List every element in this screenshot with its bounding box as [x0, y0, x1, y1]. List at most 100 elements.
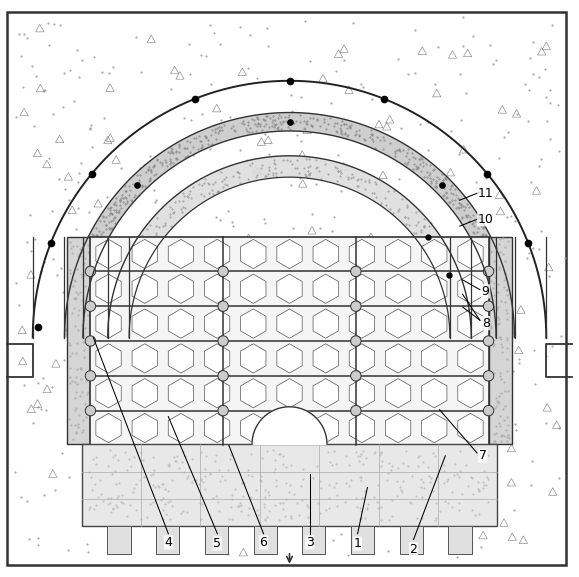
Polygon shape — [96, 413, 121, 443]
Polygon shape — [168, 239, 193, 269]
Text: 2: 2 — [409, 543, 417, 556]
Polygon shape — [349, 274, 375, 304]
Polygon shape — [349, 379, 375, 408]
Circle shape — [483, 266, 494, 276]
Text: 7: 7 — [479, 449, 487, 462]
Polygon shape — [458, 344, 483, 373]
Polygon shape — [313, 379, 338, 408]
Polygon shape — [204, 344, 230, 373]
Circle shape — [351, 406, 361, 416]
Circle shape — [351, 266, 361, 276]
Circle shape — [351, 336, 361, 346]
Polygon shape — [422, 309, 447, 338]
Polygon shape — [277, 274, 302, 304]
Polygon shape — [241, 379, 266, 408]
Polygon shape — [96, 379, 121, 408]
Polygon shape — [313, 274, 338, 304]
Polygon shape — [132, 379, 157, 408]
Bar — [254, 526, 277, 554]
Polygon shape — [168, 379, 193, 408]
Polygon shape — [349, 413, 375, 443]
Polygon shape — [132, 274, 157, 304]
Bar — [302, 526, 325, 554]
Polygon shape — [313, 239, 338, 269]
Polygon shape — [132, 413, 157, 443]
Bar — [67, 237, 90, 444]
Polygon shape — [96, 344, 121, 373]
Polygon shape — [241, 344, 266, 373]
Polygon shape — [96, 309, 121, 338]
Bar — [90, 237, 489, 445]
Bar — [82, 444, 497, 526]
Polygon shape — [204, 239, 230, 269]
Polygon shape — [108, 156, 471, 338]
Polygon shape — [386, 344, 411, 373]
Polygon shape — [241, 413, 266, 443]
Polygon shape — [168, 309, 193, 338]
Text: 6: 6 — [259, 536, 267, 549]
Circle shape — [218, 406, 228, 416]
Polygon shape — [168, 274, 193, 304]
Polygon shape — [422, 413, 447, 443]
Circle shape — [218, 301, 228, 312]
Polygon shape — [349, 239, 375, 269]
Polygon shape — [241, 274, 266, 304]
Circle shape — [483, 336, 494, 346]
Text: 10: 10 — [478, 213, 494, 226]
Polygon shape — [458, 239, 483, 269]
Text: 4: 4 — [164, 536, 173, 549]
Polygon shape — [386, 274, 411, 304]
Bar — [108, 526, 130, 554]
Polygon shape — [349, 309, 375, 338]
Polygon shape — [252, 407, 327, 444]
Polygon shape — [132, 239, 157, 269]
Polygon shape — [277, 309, 302, 338]
Bar — [351, 526, 374, 554]
Polygon shape — [96, 239, 121, 269]
Circle shape — [85, 266, 96, 276]
Polygon shape — [458, 274, 483, 304]
Polygon shape — [277, 413, 302, 443]
Polygon shape — [168, 413, 193, 443]
Circle shape — [218, 370, 228, 381]
Polygon shape — [313, 344, 338, 373]
Bar — [489, 237, 512, 444]
Polygon shape — [204, 274, 230, 304]
Text: 8: 8 — [482, 317, 490, 329]
Circle shape — [351, 301, 361, 312]
Polygon shape — [386, 309, 411, 338]
Text: 11: 11 — [478, 187, 493, 200]
Polygon shape — [96, 274, 121, 304]
Polygon shape — [132, 344, 157, 373]
Polygon shape — [422, 344, 447, 373]
Circle shape — [85, 336, 96, 346]
Circle shape — [483, 370, 494, 381]
Polygon shape — [168, 344, 193, 373]
Polygon shape — [204, 413, 230, 443]
Text: 1: 1 — [354, 537, 361, 550]
Polygon shape — [241, 309, 266, 338]
Polygon shape — [422, 274, 447, 304]
Polygon shape — [313, 413, 338, 443]
Text: 3: 3 — [306, 536, 314, 549]
Circle shape — [351, 370, 361, 381]
Polygon shape — [277, 239, 302, 269]
Polygon shape — [204, 309, 230, 338]
Circle shape — [218, 336, 228, 346]
Polygon shape — [458, 413, 483, 443]
Polygon shape — [422, 239, 447, 269]
Bar — [205, 526, 228, 554]
Polygon shape — [277, 344, 302, 373]
Polygon shape — [241, 239, 266, 269]
Polygon shape — [422, 379, 447, 408]
Bar — [400, 526, 423, 554]
Circle shape — [483, 301, 494, 312]
Polygon shape — [204, 379, 230, 408]
Polygon shape — [458, 379, 483, 408]
Polygon shape — [386, 239, 411, 269]
Polygon shape — [132, 309, 157, 338]
Text: 9: 9 — [482, 285, 490, 298]
Bar — [449, 526, 471, 554]
Polygon shape — [277, 379, 302, 408]
Circle shape — [483, 406, 494, 416]
